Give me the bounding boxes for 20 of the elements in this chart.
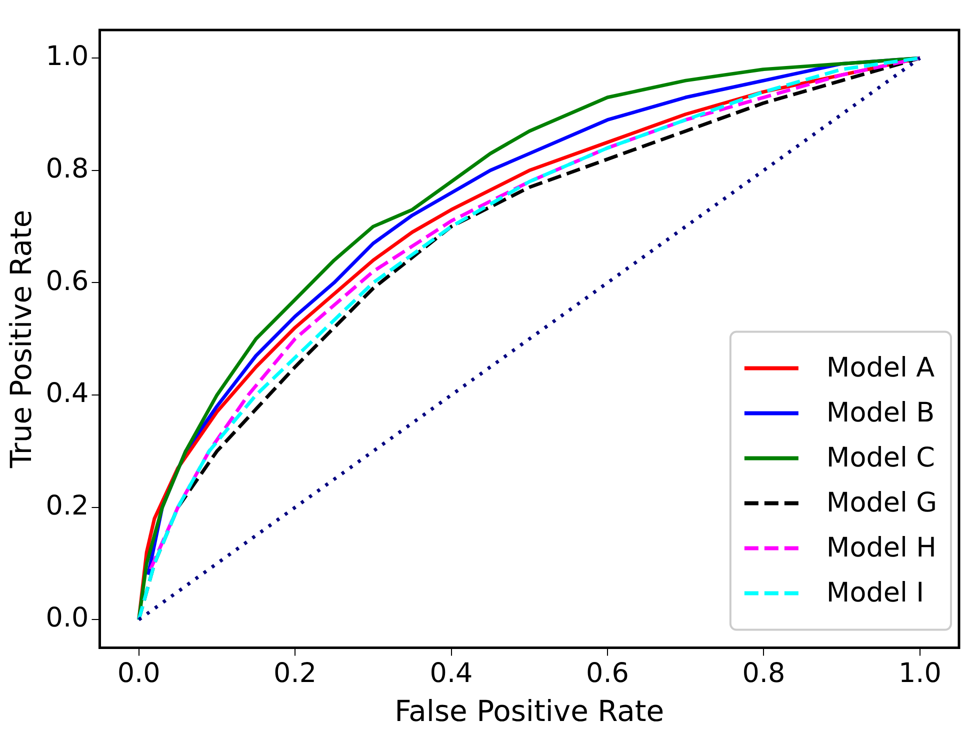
y-tick-label: 0.8	[46, 153, 89, 184]
x-tick-label: 0.6	[586, 658, 629, 690]
x-tick-label: 1.0	[898, 658, 942, 690]
legend-label: Model G	[826, 487, 938, 518]
x-tick-label: 0.2	[274, 658, 316, 690]
x-tick-label: 0.0	[117, 658, 160, 690]
y-tick-label: 1.0	[46, 41, 89, 72]
y-tick-label: 0.2	[46, 490, 89, 522]
legend-label: Model B	[826, 397, 935, 428]
legend-label: Model C	[826, 442, 935, 474]
x-tick-label: 0.8	[742, 658, 786, 690]
legend-label: Model A	[826, 352, 936, 384]
legend-label: Model H	[826, 532, 936, 564]
x-axis-title: False Positive Rate	[394, 694, 664, 728]
y-tick-label: 0.0	[46, 602, 89, 634]
y-axis-title: True Positive Rate	[4, 210, 38, 470]
x-tick-label: 0.4	[430, 658, 473, 690]
legend-label: Model I	[826, 577, 924, 608]
y-tick-label: 0.4	[46, 378, 89, 410]
y-tick-label: 0.6	[46, 266, 89, 297]
